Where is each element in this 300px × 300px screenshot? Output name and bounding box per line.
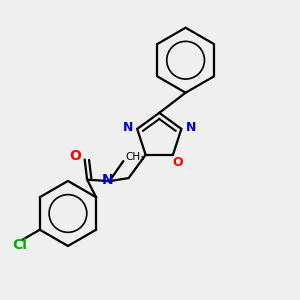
- Text: N: N: [102, 172, 114, 187]
- Text: O: O: [69, 149, 81, 163]
- Text: N: N: [123, 121, 133, 134]
- Text: Cl: Cl: [12, 238, 27, 252]
- Text: CH₃: CH₃: [126, 152, 145, 162]
- Text: O: O: [172, 156, 183, 169]
- Text: N: N: [185, 121, 196, 134]
